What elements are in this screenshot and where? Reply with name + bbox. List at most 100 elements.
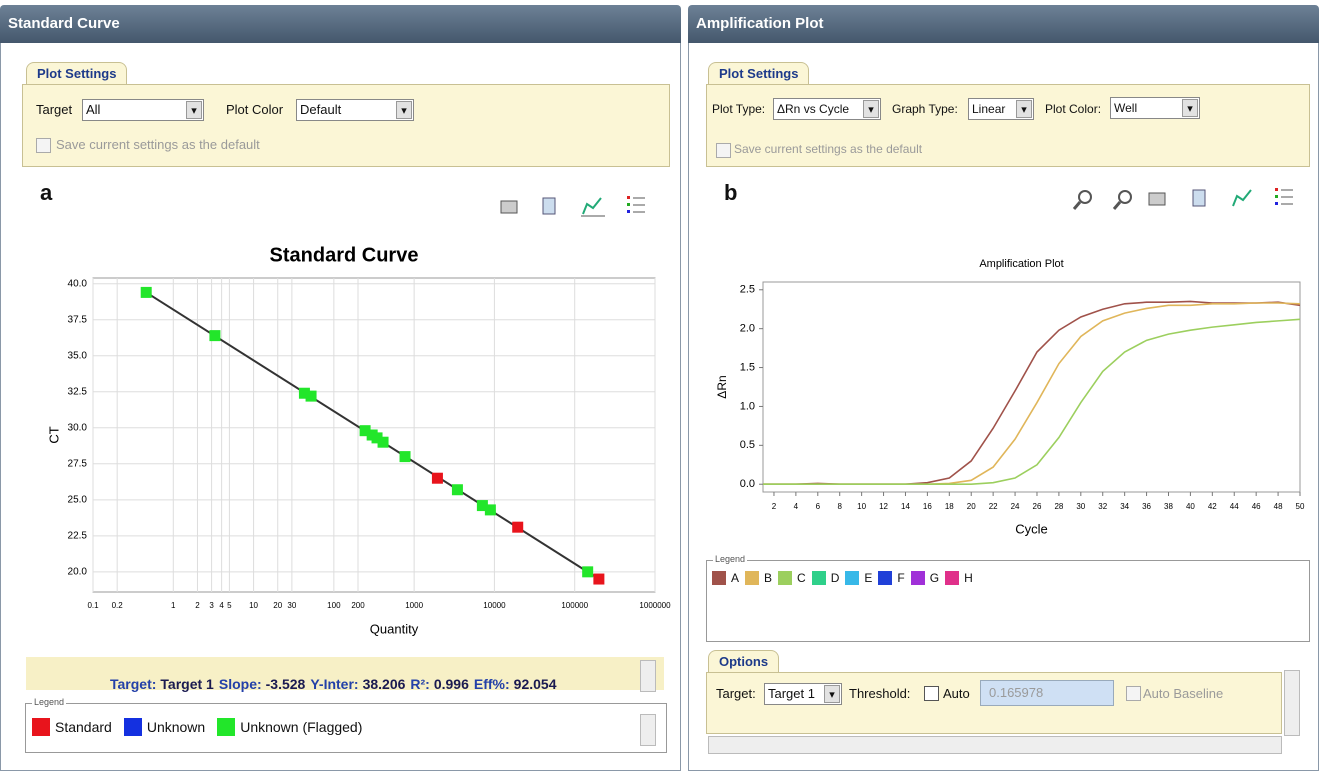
x-tick-label: 0.2: [112, 601, 124, 610]
scrollbar[interactable]: [640, 714, 656, 746]
tab[interactable]: Plot Settings: [26, 62, 128, 84]
chart-title: Amplification Plot: [979, 258, 1063, 270]
x-tick-label: 10: [857, 502, 866, 511]
x-tick-label: 1: [171, 601, 176, 610]
x-tick-label: 22: [989, 502, 998, 511]
stat-label: Target:: [110, 676, 157, 692]
dropdown[interactable]: Linear: [968, 98, 1034, 120]
legend-swatch: [811, 571, 826, 585]
dropdown[interactable]: Target 1: [764, 683, 842, 705]
label: Plot Color: [226, 102, 284, 117]
x-tick-label: 38: [1164, 502, 1173, 511]
x-tick-label: 10000: [483, 601, 506, 610]
h-scrollbar[interactable]: [708, 736, 1282, 754]
x-tick-label: 2: [772, 502, 777, 511]
x-tick-label: 6: [816, 502, 821, 511]
x-axis-label: Quantity: [370, 621, 419, 636]
x-tick-label: 2: [195, 601, 200, 610]
scrollbar[interactable]: [640, 660, 656, 692]
stat-label: Slope:: [218, 676, 262, 692]
x-axis-label: Cycle: [1015, 521, 1048, 536]
data-point: [209, 330, 221, 342]
y-tick-label: 0.5: [740, 439, 755, 451]
legend-icon[interactable]: [1275, 188, 1293, 205]
x-tick-label: 28: [1054, 502, 1063, 511]
legend-title: Legend: [32, 697, 67, 707]
stats-bar: [26, 657, 664, 690]
dropdown[interactable]: Default: [296, 99, 414, 121]
checkbox[interactable]: [924, 686, 939, 701]
stat-value: -3.528: [265, 676, 306, 692]
label: Target: [36, 102, 73, 117]
label: Save current settings as the default: [56, 137, 260, 152]
zoom-out-icon[interactable]: [1112, 190, 1132, 210]
x-tick-label: 1000000: [639, 601, 671, 610]
scrollbar[interactable]: [1284, 670, 1300, 736]
data-point: [359, 425, 371, 437]
label: Save current settings as the default: [734, 142, 923, 156]
label: Plot Type:: [712, 102, 766, 116]
tab[interactable]: Options: [708, 650, 780, 672]
checkbox[interactable]: [1126, 686, 1141, 701]
legend-item: Standard: [32, 718, 112, 736]
stats: Target: Target 1 Slope: -3.528 Y-Inter: 38.20…: [110, 676, 562, 692]
checkbox[interactable]: [36, 138, 51, 153]
legend-item: F: [878, 571, 905, 585]
panel-letter: b: [724, 180, 738, 205]
tab[interactable]: Plot Settings: [708, 62, 810, 84]
y-tick-label: 25.0: [68, 494, 88, 505]
stat-value: 38.206: [362, 676, 406, 692]
legend-swatch: [123, 718, 142, 736]
legend-label: A: [731, 571, 740, 585]
panel-header: Standard Curve: [0, 5, 681, 43]
x-tick-label: 4: [219, 601, 224, 610]
legend-item: E: [845, 571, 872, 585]
dropdown[interactable]: Well: [1110, 97, 1200, 119]
print-icon[interactable]: [1148, 192, 1166, 206]
x-tick-label: 1000: [405, 601, 423, 610]
export-icon[interactable]: [1192, 189, 1206, 207]
legend-item: D: [811, 571, 839, 585]
x-tick-label: 34: [1120, 502, 1129, 511]
zoom-in-icon[interactable]: [1072, 190, 1092, 210]
data-point: [377, 436, 389, 448]
y-tick-label: 20.0: [68, 566, 88, 577]
legend-icon[interactable]: [627, 196, 645, 213]
data-point: [298, 387, 310, 399]
threshold-input[interactable]: 0.165978: [980, 680, 1114, 706]
plot-area: [762, 281, 1301, 493]
legend-swatch: [878, 571, 893, 585]
legend-item: B: [745, 571, 772, 585]
legend-swatch: [32, 718, 50, 736]
y-tick-label: 22.5: [68, 530, 88, 541]
x-tick-label: 32: [1098, 502, 1107, 511]
label: Plot Color:: [1045, 102, 1102, 116]
stat-label: Y-Inter:: [310, 676, 359, 692]
legend-item: Unknown: [123, 718, 205, 736]
chart-icon[interactable]: [1232, 189, 1252, 207]
x-tick-label: 3: [209, 601, 214, 610]
x-tick-label: 36: [1142, 502, 1151, 511]
legend-swatch: [712, 571, 726, 585]
stat-value: 0.996: [433, 676, 469, 692]
legend-item: C: [778, 571, 806, 585]
stat-value: 92.054: [513, 676, 557, 692]
x-tick-label: 12: [879, 502, 888, 511]
print-icon[interactable]: [500, 200, 518, 214]
export-icon[interactable]: [542, 197, 556, 215]
y-tick-label: 2.5: [740, 284, 755, 296]
stat-label: R²:: [410, 676, 430, 692]
y-tick-label: 32.5: [68, 386, 88, 397]
x-tick-label: 10: [249, 601, 258, 610]
label: Auto: [943, 686, 970, 701]
chart-icon[interactable]: [582, 197, 602, 215]
y-axis-label: CT: [46, 426, 61, 443]
x-tick-label: 0.1: [87, 601, 99, 610]
dropdown[interactable]: ΔRn vs Cycle: [773, 98, 881, 120]
legend-swatch: [910, 571, 925, 585]
dropdown[interactable]: All: [82, 99, 204, 121]
legend-label: H: [964, 571, 973, 585]
panel-header: Amplification Plot: [688, 5, 1319, 43]
x-tick-label: 20: [967, 502, 976, 511]
checkbox[interactable]: [716, 143, 731, 158]
